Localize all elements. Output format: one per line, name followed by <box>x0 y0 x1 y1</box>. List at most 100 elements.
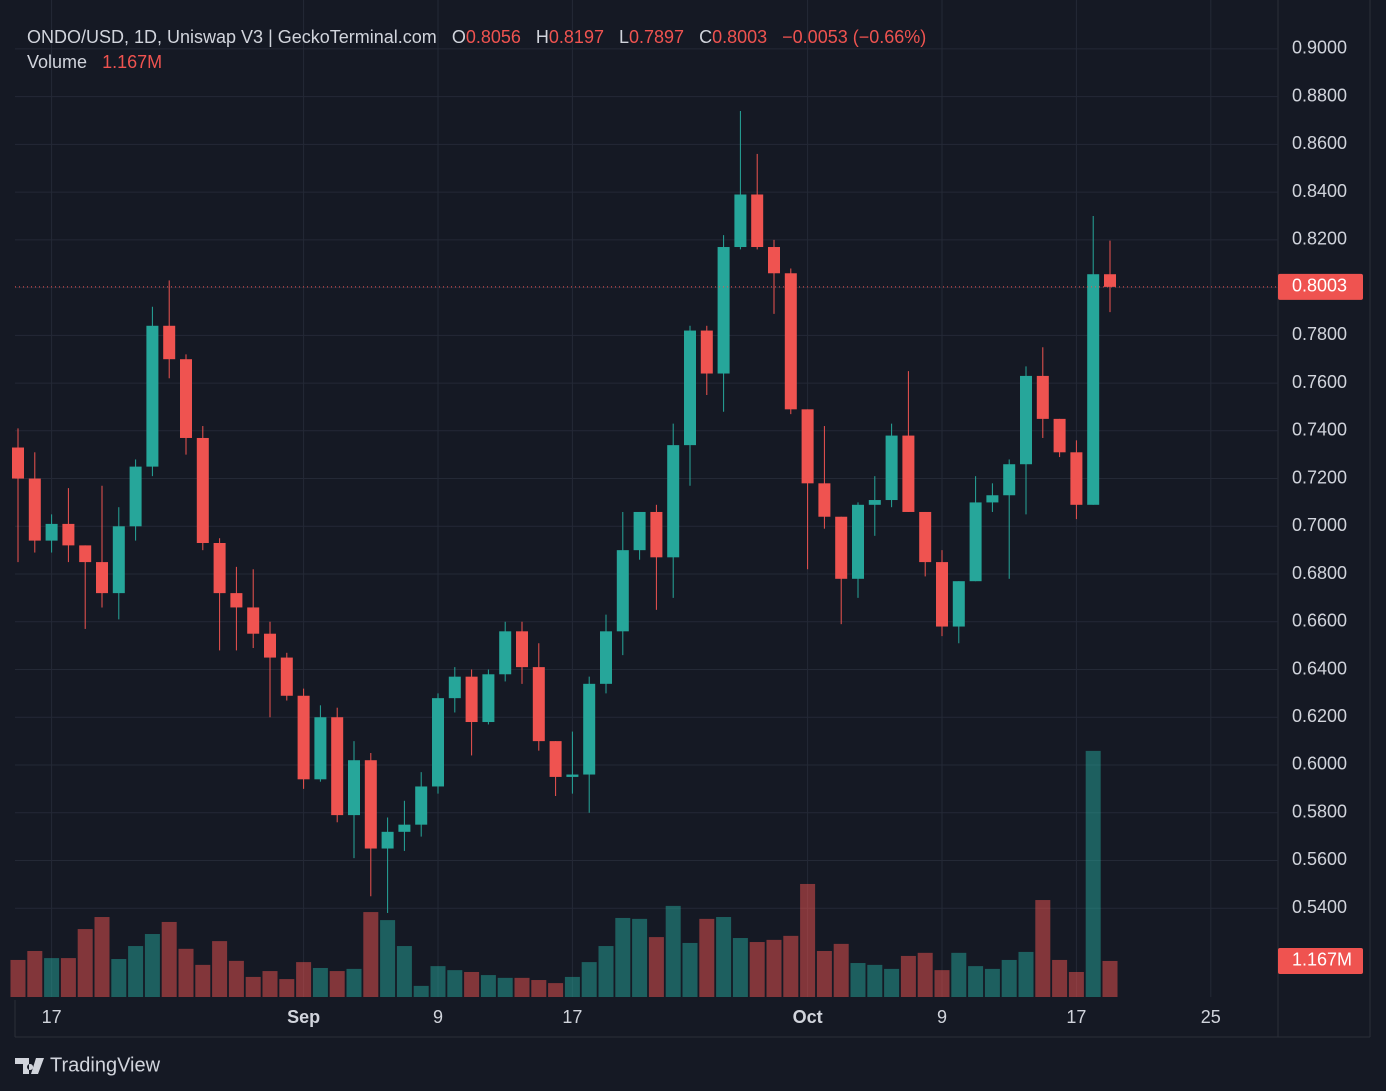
candle-body <box>264 633 276 658</box>
header-row: ONDO/USD, 1D, Uniswap V3 | GeckoTerminal… <box>27 27 926 48</box>
y-tick-label: 0.7200 <box>1292 467 1347 487</box>
y-tick-label: 0.5600 <box>1292 849 1347 869</box>
volume-bar <box>312 967 328 997</box>
y-tick-label: 0.7800 <box>1292 324 1347 344</box>
y-tick-label: 0.7000 <box>1292 515 1347 535</box>
candle-body <box>734 194 747 248</box>
candle-body <box>684 330 696 446</box>
volume-bar <box>1085 750 1101 997</box>
volume-bar <box>900 955 916 997</box>
change: −0.0053 (−0.66%) <box>782 27 927 47</box>
volume-bar <box>363 912 379 997</box>
ohlc-key: L <box>618 27 629 47</box>
y-tick-label: 0.8600 <box>1292 133 1347 153</box>
candle-body <box>1104 274 1116 287</box>
candle-body <box>650 511 663 558</box>
y-tick-label: 0.6800 <box>1292 563 1347 583</box>
y-tick-label: 0.7400 <box>1292 420 1347 440</box>
volume-bar <box>10 959 26 997</box>
candle-body <box>79 545 92 563</box>
candle-body <box>902 435 915 512</box>
volume-bar <box>716 917 732 997</box>
volume-bar <box>94 917 110 997</box>
x-tick-label: 25 <box>1201 1007 1221 1027</box>
candle-body <box>163 325 176 360</box>
candle-body <box>28 478 41 541</box>
candle-body <box>1003 464 1016 496</box>
candle-body <box>936 562 948 627</box>
candle-body <box>398 824 411 832</box>
volume-bar <box>161 921 177 997</box>
volume-bar <box>833 943 849 997</box>
volume-label-bg <box>1278 947 1363 974</box>
candle-body <box>868 500 881 505</box>
volume-bar <box>60 958 76 997</box>
volume-bar <box>296 962 312 997</box>
volume-bar <box>195 964 211 997</box>
volume-bar <box>665 905 681 997</box>
candle-body <box>1036 375 1049 419</box>
x-tick-label: 9 <box>433 1007 443 1027</box>
candle-body <box>331 717 344 816</box>
y-tick-label: 0.6000 <box>1292 754 1347 774</box>
candle-body <box>297 695 310 780</box>
volume-bar <box>77 929 93 997</box>
volume-bar <box>329 971 345 997</box>
candle-body <box>969 502 982 582</box>
y-tick-label: 0.7600 <box>1292 372 1347 392</box>
volume-bar <box>413 985 429 997</box>
x-tick-label: Sep <box>287 1007 320 1027</box>
volume-bar <box>111 959 127 997</box>
volume-bar <box>766 939 782 997</box>
volume-bar <box>816 950 832 997</box>
ohlc-value: 0.8197 <box>548 27 604 47</box>
candle-body <box>717 247 730 374</box>
candle-body <box>633 511 646 551</box>
y-tick-label: 0.6400 <box>1292 658 1347 678</box>
volume-bar <box>380 920 396 997</box>
volume-bar <box>548 983 564 997</box>
volume-bar <box>346 968 362 997</box>
volume-bar <box>564 976 580 997</box>
volume-bar <box>732 938 748 997</box>
candle-body <box>801 409 814 484</box>
candle-body <box>230 593 243 608</box>
header-row: Volume 1.167M <box>27 52 926 73</box>
volume-bar <box>682 942 698 997</box>
volume-bar <box>1102 960 1118 997</box>
volume-bar <box>884 968 900 997</box>
volume-bar <box>245 976 261 997</box>
candle-body <box>532 667 545 742</box>
candle-body <box>314 717 327 780</box>
ohlc-key: O <box>451 27 466 47</box>
volume-bar <box>144 934 160 997</box>
volume-bar <box>128 946 144 997</box>
volume-bar <box>598 946 614 997</box>
candle-body <box>146 325 159 467</box>
volume-bar <box>783 935 799 997</box>
price-label: 0.8003 <box>1292 276 1347 296</box>
candle-body <box>112 526 125 594</box>
candle-body <box>465 676 478 723</box>
candle-body <box>1020 375 1032 465</box>
volume-bar <box>228 960 244 997</box>
candle-body <box>549 741 562 777</box>
candle-body <box>516 631 528 668</box>
candle-body <box>700 330 713 374</box>
y-tick-label: 0.8200 <box>1292 229 1347 249</box>
ohlc-key: H <box>535 27 549 47</box>
candle-body <box>566 774 579 777</box>
volume-bar <box>1018 951 1034 997</box>
ohlc-value: 0.7897 <box>629 27 685 47</box>
volume-bar <box>1035 900 1051 997</box>
volume-bar <box>699 918 715 997</box>
candle-body <box>415 786 428 825</box>
volume-bar <box>968 966 984 997</box>
y-tick-label: 0.9000 <box>1292 38 1347 58</box>
volume-bar <box>464 971 480 997</box>
volume-bar <box>984 968 1000 997</box>
volume-bar <box>648 937 664 997</box>
candle-body <box>62 523 75 546</box>
candle-body <box>448 676 461 699</box>
